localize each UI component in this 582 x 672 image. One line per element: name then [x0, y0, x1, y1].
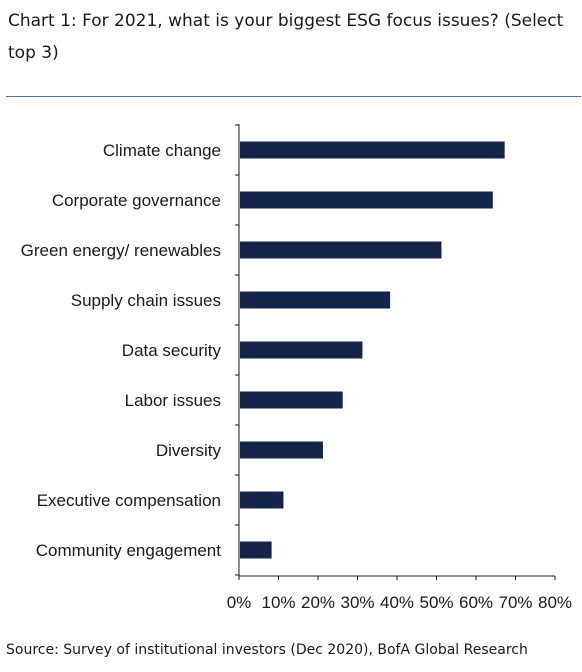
category-label-supply-chain-issues: Supply chain issues: [71, 291, 221, 310]
x-tick-label: 20%: [301, 593, 335, 612]
chart-title: Chart 1: For 2021, what is your biggest …: [8, 11, 564, 63]
bar-green-energy-renewables: [240, 241, 442, 259]
source-note: Source: Survey of institutional investor…: [6, 642, 528, 658]
category-label-executive-compensation: Executive compensation: [37, 491, 221, 510]
x-tick-label: 40%: [380, 593, 414, 612]
category-label-data-security: Data security: [122, 341, 222, 360]
bar-corporate-governance: [240, 191, 493, 209]
bar-supply-chain-issues: [240, 291, 391, 309]
category-label-corporate-governance: Corporate governance: [52, 191, 221, 210]
x-tick-label: 50%: [419, 593, 453, 612]
x-tick-label: 10%: [261, 593, 295, 612]
bar-labor-issues: [240, 391, 343, 409]
x-tick-label: 80%: [538, 593, 572, 612]
bar-chart: Climate change Corporate governance Green …: [21, 124, 572, 612]
x-tick-label: 70%: [498, 593, 532, 612]
x-tick-label: 30%: [340, 593, 374, 612]
x-tick-label: 60%: [459, 593, 493, 612]
tick-labels: 0% 10% 20% 30% 40% 50% 60% 70% 80%: [227, 593, 572, 612]
category-label-diversity: Diversity: [156, 441, 222, 460]
category-label-climate-change: Climate change: [103, 141, 221, 160]
bar-climate-change: [240, 141, 505, 159]
category-label-community-engagement: Community engagement: [36, 541, 221, 560]
bars-layer: [240, 141, 505, 559]
axes: [235, 124, 556, 580]
category-label-green-energy-renewables: Green energy/ renewables: [21, 241, 221, 260]
x-tick-label: 0%: [227, 593, 252, 612]
category-label-labor-issues: Labor issues: [125, 391, 221, 410]
title-divider: [6, 96, 581, 97]
bar-community-engagement: [240, 541, 272, 559]
bar-data-security: [240, 341, 363, 359]
category-labels: Climate change Corporate governance Green …: [21, 141, 222, 560]
bar-diversity: [240, 441, 323, 459]
bar-executive-compensation: [240, 491, 284, 509]
